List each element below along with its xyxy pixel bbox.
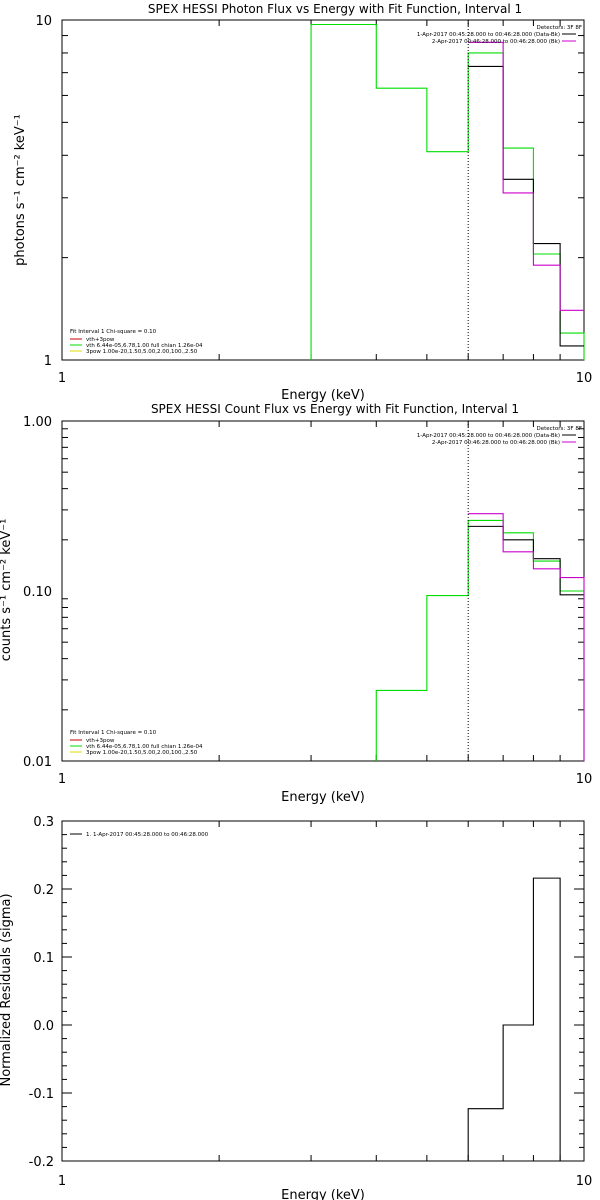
panel3-xlabel: Energy (keV) xyxy=(281,1188,365,1200)
panel2-series-1 xyxy=(468,525,584,596)
panel2-legend-bottom: Fit Interval 1 Chi-square = 0.10 vth+3po… xyxy=(70,730,203,756)
panel3-xtick-1: 1 xyxy=(58,1174,66,1189)
panel3-legend-entry: 1. 1-Apr-2017 00:45:28.000 to 00:46:28.0… xyxy=(86,832,209,838)
panel3-ytick-00: 0.0 xyxy=(33,1019,54,1034)
panel1-legend-3pow: 3pow 1.00e-20,1.50,5.00,2.00,100.,2.50 xyxy=(86,349,198,355)
panel2-legend-vth: vth 6.44e-05,6.78,1.00 full chian 1.26e-… xyxy=(86,744,203,750)
panel2-ytick-100: 1.00 xyxy=(23,415,52,430)
panel1-legend-entry-data: 1-Apr-2017 00:45:28.000 to 00:46:28.000 … xyxy=(417,32,560,38)
panel1-series-2 xyxy=(468,41,584,311)
panel3-xtick-10: 10 xyxy=(576,1174,593,1189)
panel3-ytick-m02: -0.2 xyxy=(29,1155,54,1170)
panel3-ylabel: Normalized Residuals (sigma) xyxy=(0,893,14,1086)
panel1-series-0 xyxy=(310,23,585,360)
panel2-ytick-010: 0.10 xyxy=(23,585,52,600)
panel2-legend-entry-data: 1-Apr-2017 00:45:28.000 to 00:46:28.000 … xyxy=(417,433,560,439)
panel1-legend-top: Detectors: 3F 8F 1-Apr-2017 00:45:28.000… xyxy=(417,25,582,45)
panel2-legend-3pow: 3pow 1.00e-20,1.50,5.00,2.00,100.,2.50 xyxy=(86,750,198,756)
panel1-legend-detectors: Detectors: 3F 8F xyxy=(536,25,582,31)
panel2-legend-entry-bk: 2-Apr-2017 00:46:28.000 to 00:46:28.000 … xyxy=(432,440,560,446)
panel2-series-0 xyxy=(375,519,585,761)
panel2-xtick-1: 1 xyxy=(58,772,66,787)
panel2-legend-fit-header: Fit Interval 1 Chi-square = 0.10 xyxy=(70,730,157,736)
panel2-legend-top: Detectors: 3F 8F 1-Apr-2017 00:45:28.000… xyxy=(417,426,582,446)
panel1-xtick-10: 10 xyxy=(576,371,593,386)
panel1-legend-vth3pow: vth+3pow xyxy=(86,337,115,343)
panel2-title: SPEX HESSI Count Flux vs Energy with Fit… xyxy=(151,402,519,416)
panel2-ytick-001: 0.01 xyxy=(23,755,52,770)
panel1-series-1 xyxy=(468,65,584,347)
panel1-legend-vth: vth 6.44e-05,6.78,1.00 full chian 1.26e-… xyxy=(86,343,203,349)
panel1-plot-frame xyxy=(61,19,585,361)
panel1-xlabel: Energy (keV) xyxy=(281,388,365,403)
panel2-series-2 xyxy=(468,513,585,761)
residuals-panel: 1 10 -0.2 -0.1 0.0 0.1 0.2 0.3 Energy (k… xyxy=(0,815,592,1200)
panel2-xlabel: Energy (keV) xyxy=(281,790,365,805)
panel2-legend-detectors: Detectors: 3F 8F xyxy=(536,426,582,432)
panel3-ytick-01: 0.1 xyxy=(33,951,54,966)
panel3-series-0 xyxy=(467,877,584,1162)
panel2-xtick-10: 10 xyxy=(576,772,593,787)
panel1-series xyxy=(310,23,585,360)
panel3-plot-frame xyxy=(61,820,585,1162)
panel1-ytick-1: 1 xyxy=(44,354,52,369)
panel1-legend-fit-header: Fit Interval 1 Chi-square = 0.10 xyxy=(70,329,157,335)
panel3-ytick-02: 0.2 xyxy=(33,883,54,898)
photon-flux-panel: SPEX HESSI Photon Flux vs Energy with Fi… xyxy=(13,2,592,403)
panel2-series xyxy=(375,513,585,761)
panel3-ytick-03: 0.3 xyxy=(33,815,54,830)
panel2-plot-frame xyxy=(61,420,585,762)
panel3-ticks xyxy=(62,820,584,1162)
panel3-series xyxy=(467,877,584,1162)
panel3-ytick-m01: -0.1 xyxy=(29,1087,54,1102)
panel2-ylabel: counts s⁻¹ cm⁻² keV⁻¹ xyxy=(0,519,14,662)
panel2-legend-vth3pow: vth+3pow xyxy=(86,738,115,744)
panel1-ylabel: photons s⁻¹ cm⁻² keV⁻¹ xyxy=(13,114,28,266)
panel2-ticks xyxy=(62,421,584,761)
panel3-legend: 1. 1-Apr-2017 00:45:28.000 to 00:46:28.0… xyxy=(70,832,209,838)
panel1-legend-bottom: Fit Interval 1 Chi-square = 0.10 vth+3po… xyxy=(70,329,203,355)
panel1-xtick-1: 1 xyxy=(58,371,66,386)
panel1-ticks xyxy=(62,20,584,360)
panel1-legend-entry-bk: 2-Apr-2017 00:46:28.000 to 00:46:28.000 … xyxy=(432,39,560,45)
panel1-title: SPEX HESSI Photon Flux vs Energy with Fi… xyxy=(148,2,522,16)
panel1-ytick-10: 10 xyxy=(35,14,52,29)
count-flux-panel: SPEX HESSI Count Flux vs Energy with Fit… xyxy=(0,402,592,805)
